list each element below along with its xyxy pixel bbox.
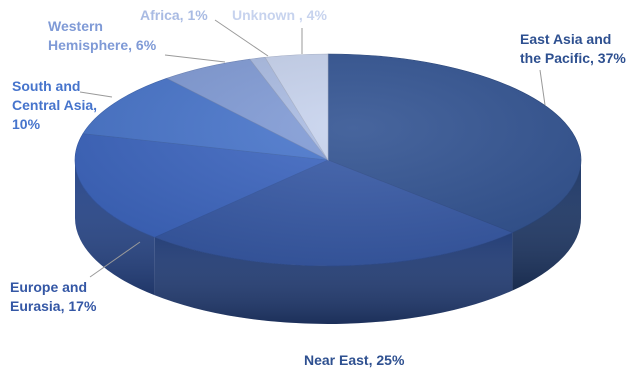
slice-label-south-and-central-asia: South and Central Asia, 10%	[12, 78, 97, 132]
slice-label-europe-and-eurasia: Europe and Eurasia, 17%	[10, 279, 97, 314]
slice-side-shade-europe-and-eurasia	[75, 160, 155, 296]
slice-label-western-hemisphere: Western Hemisphere, 6%	[48, 18, 157, 53]
slice-side-shade-near-east	[154, 232, 513, 324]
pie-top-shine	[75, 54, 581, 266]
leader-line-western-hemisphere	[164, 54, 226, 63]
slice-label-unknown: Unknown , 4%	[232, 7, 327, 23]
leader-line-south-and-central-asia	[79, 91, 113, 98]
slice-labels: East Asia and the Pacific, 37% Near East, …	[10, 7, 626, 368]
slice-label-near-east: Near East, 25%	[304, 352, 405, 368]
leader-lines	[79, 19, 546, 278]
leader-line-africa	[214, 19, 269, 57]
leader-line-europe-and-eurasia	[89, 241, 141, 278]
leader-line-east-asia-and-the-pacific	[539, 69, 546, 106]
pie-sides	[75, 160, 581, 324]
pie-slices	[74, 53, 582, 267]
slice-label-africa: Africa, 1%	[140, 7, 208, 23]
slice-side-shade-east-asia-and-the-pacific	[512, 160, 581, 291]
slice-label-east-asia-and-the-pacific: East Asia and the Pacific, 37%	[520, 31, 626, 66]
